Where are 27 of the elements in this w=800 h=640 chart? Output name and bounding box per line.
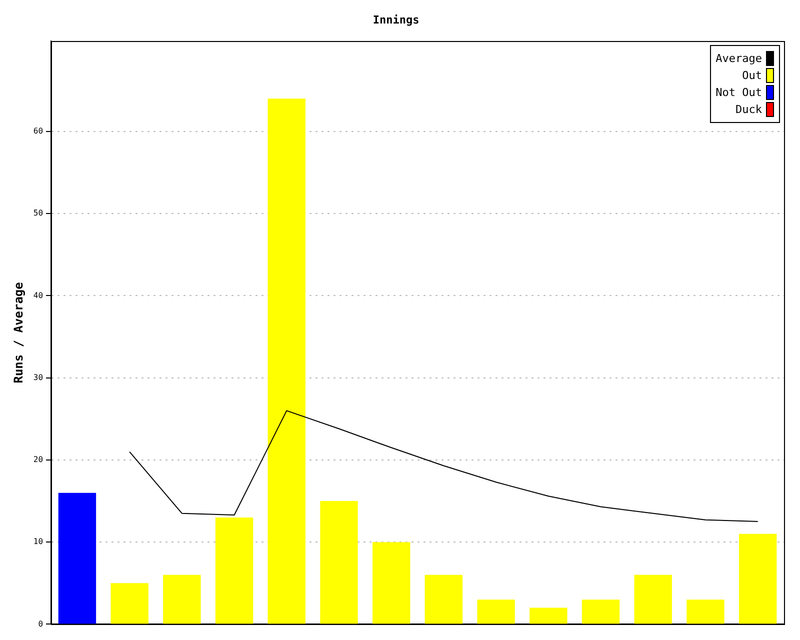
bar <box>58 492 96 624</box>
bar <box>163 574 201 624</box>
bar <box>738 534 777 624</box>
y-axis-title: Runs / Average <box>11 282 26 384</box>
y-tick-label: 0 <box>38 619 44 628</box>
y-tick-label: 40 <box>33 290 44 300</box>
y-tick-label: 30 <box>33 372 44 382</box>
bar <box>477 600 515 624</box>
bar <box>372 542 410 624</box>
bar <box>634 574 672 624</box>
bar <box>215 517 254 624</box>
legend-label: Average <box>716 52 762 66</box>
bar <box>320 501 358 624</box>
y-tick-label: 60 <box>33 126 44 136</box>
legend-label: Out <box>742 69 762 82</box>
legend-label: Not Out <box>716 86 762 100</box>
y-tick-label: 10 <box>33 537 44 546</box>
bar <box>110 583 148 624</box>
bar <box>686 600 724 624</box>
chart-title: Innings <box>372 13 420 26</box>
legend-label: Duck <box>736 103 762 116</box>
bar <box>268 98 306 624</box>
bar <box>424 574 463 624</box>
bar <box>530 608 568 624</box>
bar <box>582 600 620 624</box>
y-tick-label: 20 <box>33 455 44 464</box>
y-tick-label: 50 <box>33 208 44 218</box>
